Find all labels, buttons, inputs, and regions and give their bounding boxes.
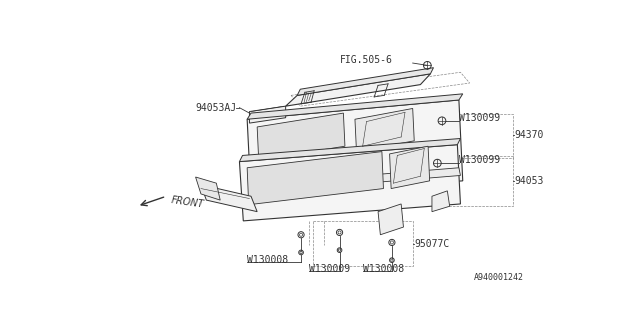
- Text: FIG.505-6: FIG.505-6: [340, 55, 392, 65]
- Text: W130099: W130099: [459, 155, 500, 165]
- Text: W130009: W130009: [308, 264, 350, 275]
- Polygon shape: [378, 204, 403, 235]
- Polygon shape: [355, 108, 414, 152]
- Text: W130099: W130099: [459, 113, 500, 123]
- Text: FRONT: FRONT: [170, 195, 204, 210]
- Polygon shape: [257, 113, 345, 160]
- Polygon shape: [390, 146, 429, 188]
- Polygon shape: [247, 152, 383, 205]
- Polygon shape: [432, 191, 450, 212]
- Text: 94053: 94053: [515, 176, 544, 186]
- Polygon shape: [239, 139, 460, 162]
- Text: W130008: W130008: [247, 255, 288, 265]
- Polygon shape: [239, 145, 460, 221]
- Polygon shape: [297, 68, 433, 95]
- Text: W130008: W130008: [363, 264, 404, 275]
- Text: 94053AJ: 94053AJ: [196, 103, 237, 113]
- Polygon shape: [196, 177, 220, 200]
- Text: A940001242: A940001242: [474, 273, 524, 282]
- Polygon shape: [247, 94, 463, 119]
- Polygon shape: [251, 168, 460, 192]
- Polygon shape: [285, 74, 431, 106]
- Polygon shape: [247, 100, 463, 196]
- Text: 94370: 94370: [515, 131, 544, 140]
- Text: 95077C: 95077C: [414, 239, 449, 249]
- Polygon shape: [201, 185, 257, 212]
- Polygon shape: [250, 106, 285, 123]
